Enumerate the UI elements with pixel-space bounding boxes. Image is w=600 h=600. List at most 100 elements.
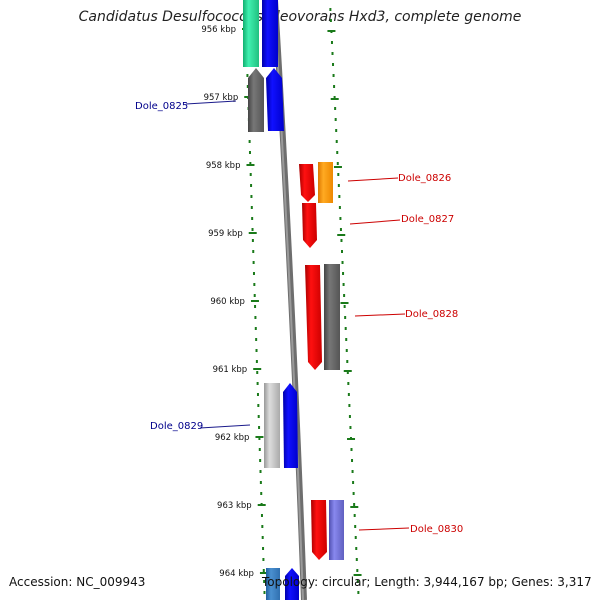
tick-label: 963 kbp — [217, 501, 252, 511]
minor-tick — [351, 470, 354, 473]
minor-tick — [345, 338, 348, 341]
minor-tick — [348, 404, 351, 407]
gene-label-dole-0828[interactable]: Dole_0828 — [405, 309, 458, 320]
minor-tick — [262, 547, 265, 550]
minor-tick — [346, 360, 349, 363]
minor-tick — [337, 184, 340, 187]
minor-tick — [252, 272, 255, 275]
minor-tick — [339, 228, 342, 231]
minor-tick — [336, 162, 339, 165]
gene-feature[interactable] — [283, 383, 298, 468]
gene-feature[interactable] — [266, 68, 284, 131]
minor-tick — [337, 173, 340, 176]
minor-tick — [353, 503, 356, 506]
minor-tick — [251, 217, 254, 220]
minor-tick — [254, 327, 257, 330]
minor-tick — [256, 382, 259, 385]
minor-tick — [338, 195, 341, 198]
minor-tick — [357, 591, 360, 594]
minor-tick — [334, 107, 337, 110]
minor-tick — [246, 85, 249, 88]
minor-tick — [255, 360, 258, 363]
minor-tick — [342, 272, 345, 275]
minor-tick — [258, 437, 261, 440]
minor-tick — [329, 19, 332, 22]
gene-label-dole-0827[interactable]: Dole_0827 — [401, 214, 454, 225]
minor-tick — [339, 217, 342, 220]
minor-tick — [258, 426, 261, 429]
gene-label-dole-0826[interactable]: Dole_0826 — [398, 173, 451, 184]
minor-tick — [258, 448, 261, 451]
minor-tick — [345, 349, 348, 352]
gene-feature[interactable] — [243, 0, 259, 67]
minor-tick — [352, 492, 355, 495]
minor-tick — [353, 514, 356, 517]
gene-features — [243, 0, 344, 600]
minor-tick — [330, 41, 333, 44]
minor-tick — [262, 569, 265, 572]
minor-tick — [348, 415, 351, 418]
minor-tick — [252, 261, 255, 264]
minor-tick — [355, 558, 358, 561]
tick-label: 959 kbp — [208, 229, 243, 239]
minor-tick — [256, 393, 259, 396]
tick-label: 961 kbp — [213, 365, 248, 375]
gene-feature[interactable] — [299, 164, 315, 202]
gene-feature[interactable] — [266, 568, 280, 600]
minor-tick — [347, 393, 350, 396]
minor-tick — [343, 294, 346, 297]
gene-feature[interactable] — [248, 68, 264, 132]
minor-tick — [254, 305, 257, 308]
gene-feature[interactable] — [329, 500, 344, 560]
minor-tick — [344, 316, 347, 319]
minor-tick — [255, 349, 258, 352]
minor-tick — [257, 415, 260, 418]
minor-tick — [346, 371, 349, 374]
gene-label-dole-0830[interactable]: Dole_0830 — [410, 524, 463, 535]
minor-tick — [251, 239, 254, 242]
gene-feature[interactable] — [311, 500, 327, 560]
minor-tick — [344, 327, 347, 330]
gene-feature[interactable] — [305, 265, 322, 370]
gene-feature[interactable] — [285, 568, 299, 600]
minor-tick — [347, 382, 350, 385]
minor-tick — [251, 228, 254, 231]
minor-tick — [261, 525, 264, 528]
minor-tick — [332, 63, 335, 66]
minor-tick — [336, 151, 339, 154]
gene-label-dole-0829[interactable]: Dole_0829 — [150, 421, 203, 432]
minor-tick — [263, 591, 266, 594]
minor-tick — [340, 239, 343, 242]
minor-tick — [259, 481, 262, 484]
minor-tick — [260, 514, 263, 517]
topology-text: Topology: circular; Length: 3,944,167 bp… — [262, 575, 592, 589]
minor-tick — [261, 536, 264, 539]
gene-feature[interactable] — [264, 383, 280, 468]
minor-tick — [253, 294, 256, 297]
gene-feature[interactable] — [262, 0, 278, 67]
gene-feature[interactable] — [324, 264, 340, 370]
accession-text: Accession: NC_009943 — [9, 575, 146, 589]
minor-tick — [335, 140, 338, 143]
minor-tick — [356, 580, 359, 583]
gene-feature[interactable] — [318, 162, 333, 203]
minor-tick — [255, 338, 258, 341]
minor-tick — [335, 129, 338, 132]
minor-tick — [342, 283, 345, 286]
tick-label: 958 kbp — [206, 161, 241, 171]
minor-tick — [332, 74, 335, 77]
minor-tick — [352, 481, 355, 484]
minor-tick — [253, 283, 256, 286]
tick-label: 957 kbp — [204, 93, 239, 103]
gene-feature[interactable] — [302, 203, 317, 248]
minor-tick — [341, 261, 344, 264]
minor-tick — [356, 569, 359, 572]
minor-tick — [248, 151, 251, 154]
minor-tick — [349, 426, 352, 429]
minor-tick — [250, 184, 253, 187]
gene-label-dole-0825[interactable]: Dole_0825 — [135, 101, 188, 112]
minor-tick — [354, 536, 357, 539]
minor-tick — [246, 74, 249, 77]
minor-tick — [338, 206, 341, 209]
